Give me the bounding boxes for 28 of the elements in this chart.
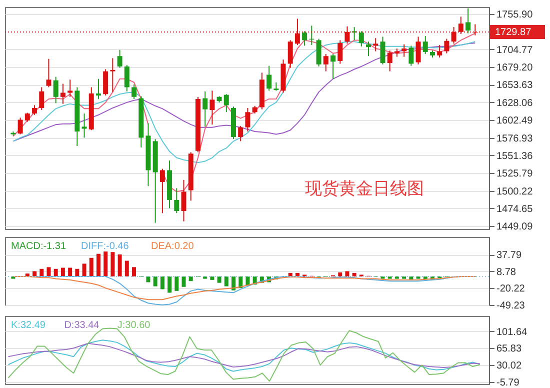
- y-tick-label: 1500.22: [496, 186, 534, 198]
- y-tick-label: -49.23: [496, 300, 526, 312]
- series-label: J:30.60: [117, 320, 151, 331]
- y-tick-label: 1602.49: [496, 116, 534, 127]
- y-tick-label: 1653.63: [496, 80, 534, 92]
- y-tick-label: -20.22: [496, 284, 526, 295]
- y-tick-label: 1576.93: [496, 133, 534, 144]
- y-tick-label: 8.78: [496, 266, 516, 278]
- y-tick-label: 101.64: [496, 326, 528, 338]
- y-tick-label: 1474.65: [496, 204, 534, 215]
- y-tick-label: 1551.36: [496, 150, 534, 162]
- text: 现货黄金日线图: [305, 179, 424, 198]
- ref-line-label: 1729.87: [495, 26, 532, 38]
- series-label: D:33.44: [64, 320, 100, 331]
- y-tick-label: 1755.90: [496, 9, 534, 20]
- y-tick-label: 30.02: [496, 360, 522, 372]
- y-tick-label: 1525.79: [496, 168, 534, 180]
- text: K:32.49: [11, 320, 46, 331]
- y-tick-label: 1628.06: [496, 98, 534, 109]
- y-tick-label: 1704.77: [496, 44, 534, 56]
- y-tick-label: 1679.20: [496, 62, 534, 74]
- y-tick-label: 37.79: [496, 250, 522, 262]
- y-tick-label: 1449.09: [496, 222, 534, 233]
- y-tick-label: -5.79: [496, 378, 520, 388]
- text: DEA:0.20: [151, 241, 194, 252]
- series-label: MACD:-1.31: [11, 241, 66, 252]
- y-tick-label: 65.83: [496, 344, 522, 355]
- text: DIFF:-0.46: [81, 241, 130, 252]
